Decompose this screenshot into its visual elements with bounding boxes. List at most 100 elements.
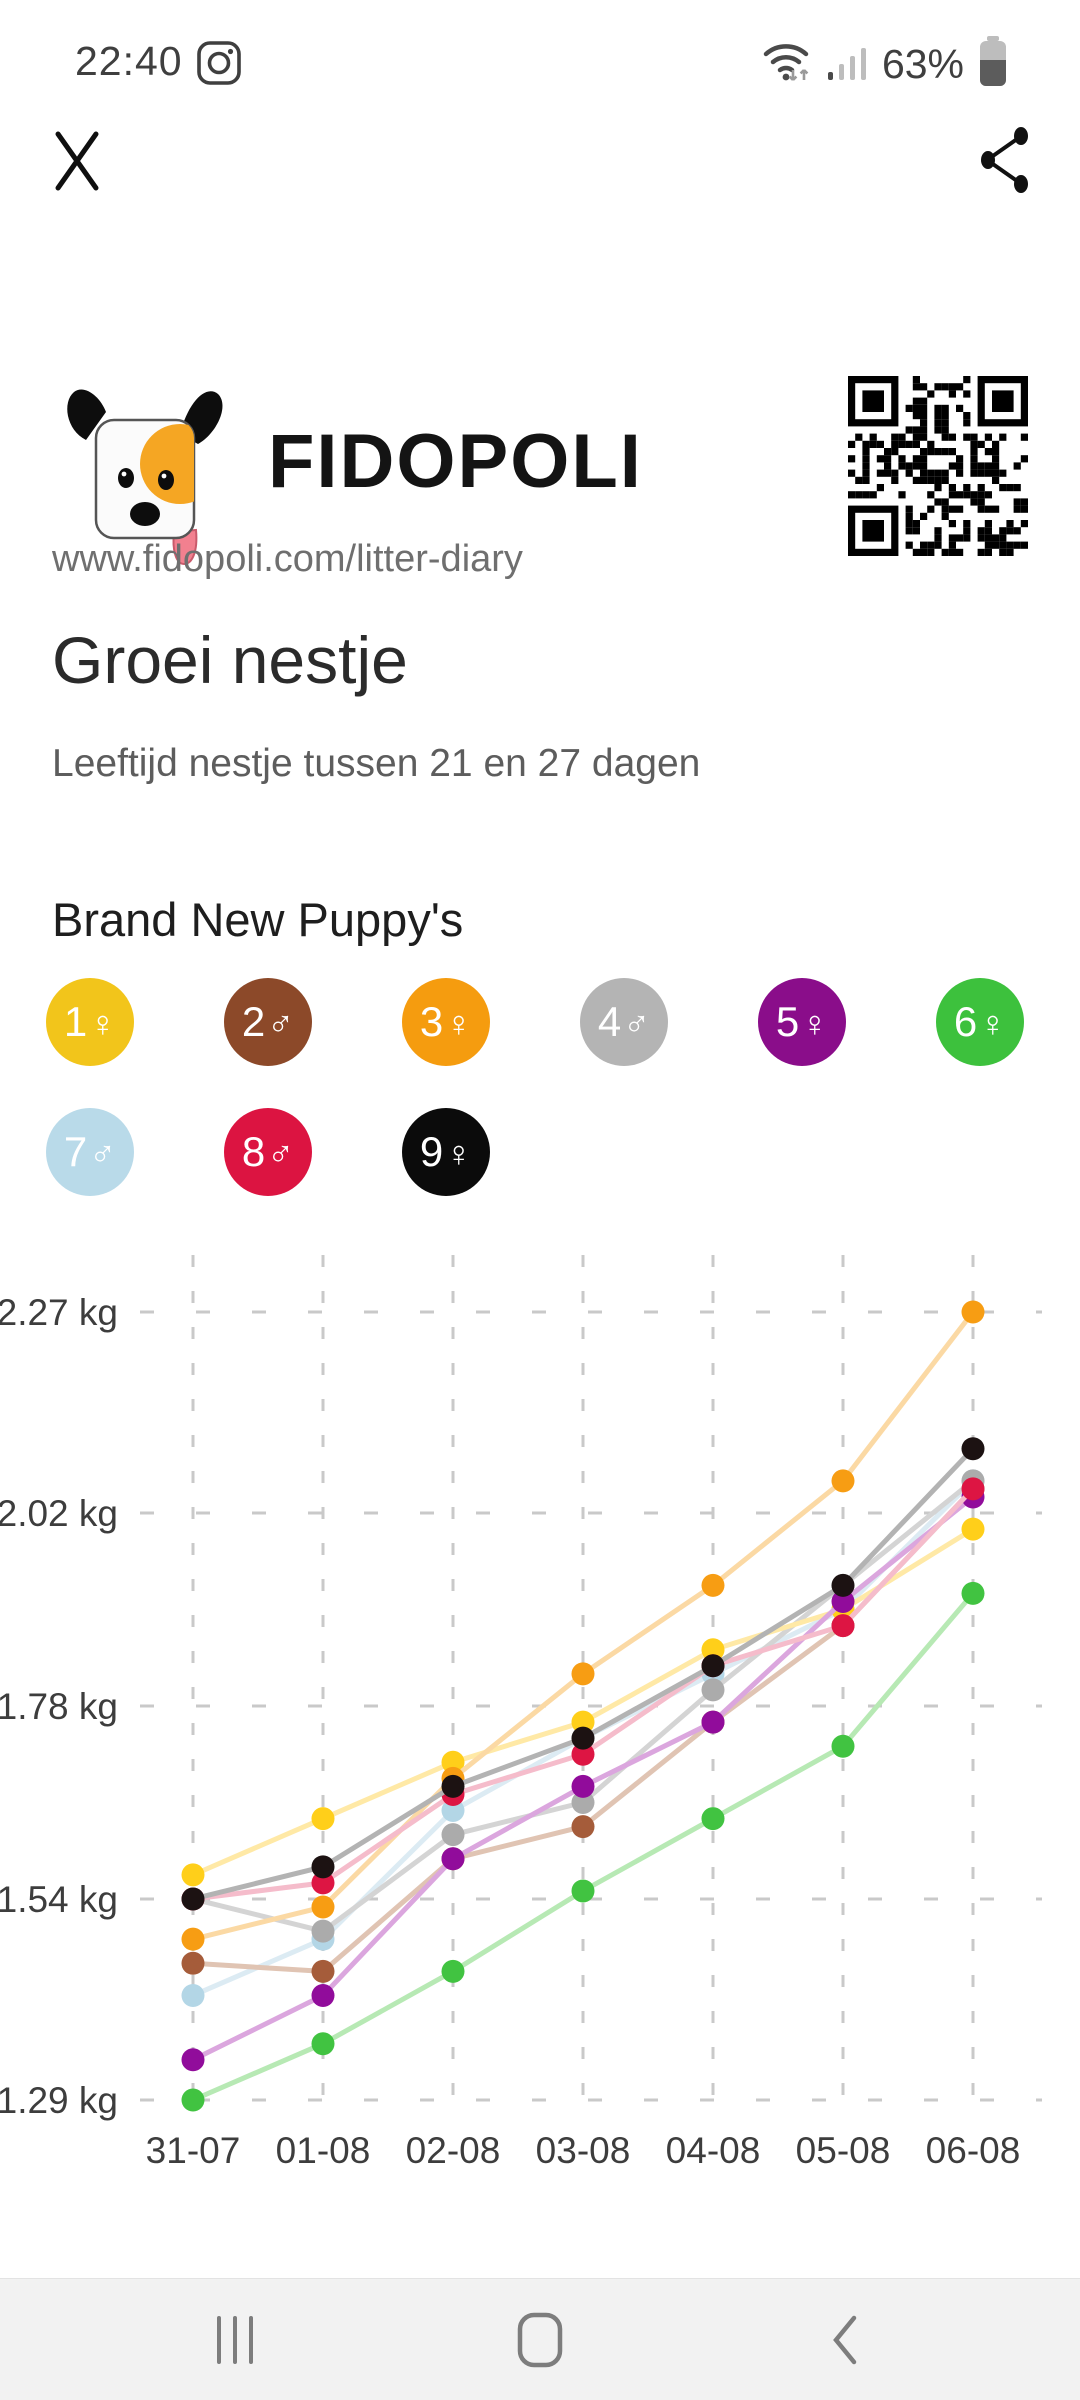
clock: 22:40 [75,38,183,84]
data-point [441,1823,465,1847]
svg-text:06-08: 06-08 [926,2130,1021,2171]
home-icon [517,2312,563,2368]
svg-text:1.54 kg: 1.54 kg [0,1879,118,1920]
data-point [441,1959,465,1983]
close-button[interactable] [46,126,112,192]
data-point [571,1879,595,1903]
data-point [961,1581,985,1605]
puppy-badge-1[interactable]: 1♀ [46,978,134,1066]
page-title: Groei nestje [52,623,408,697]
svg-text:02-08: 02-08 [406,2130,501,2171]
page-subtitle: Leeftijd nestje tussen 21 en 27 dagen [52,742,701,785]
data-point [831,1614,855,1638]
status-bar: 22:40 63% [0,0,1080,100]
puppy-badge-7[interactable]: 7♂ [46,1108,134,1196]
share-button[interactable] [976,124,1036,194]
puppy-badge-4[interactable]: 4♂ [580,978,668,1066]
data-point [831,1734,855,1758]
wifi-icon [762,38,814,91]
sex-symbol: ♀ [979,1003,1007,1044]
svg-text:2.27 kg: 2.27 kg [0,1292,118,1333]
data-point [311,1919,335,1943]
data-point [961,1517,985,1541]
data-point [831,1589,855,1613]
data-point [571,1726,595,1750]
data-point [181,1951,205,1975]
data-point [311,1959,335,1983]
puppy-badge-row-1: 1♀ 2♂ 3♀ 4♂ 5♀ 6♀ [46,978,1024,1066]
data-point [441,1799,465,1823]
svg-text:05-08: 05-08 [796,2130,891,2171]
data-point [571,1662,595,1686]
series-9 [181,1437,985,1911]
qr-code [848,376,1028,556]
puppy-badge-2[interactable]: 2♂ [224,978,312,1066]
data-point [311,1807,335,1831]
sex-symbol: ♀ [445,1133,473,1174]
data-point [571,1815,595,1839]
data-point [181,1887,205,1911]
series-3 [181,1300,985,1951]
data-point [701,1807,725,1831]
growth-chart-svg: 2.27 kg 2.02 kg 1.78 kg 1.54 kg 1.29 kg 31-07… [0,1255,1042,2171]
svg-text:2.02 kg: 2.02 kg [0,1493,118,1534]
puppy-badge-label: 5♀ [775,998,829,1045]
puppy-badge-label: 9♀ [419,1128,473,1175]
data-point [701,1710,725,1734]
svg-text:04-08: 04-08 [666,2130,761,2171]
data-point [701,1654,725,1678]
svg-text:1.78 kg: 1.78 kg [0,1686,118,1727]
puppy-badge-9[interactable]: 9♀ [402,1108,490,1196]
sex-symbol: ♂ [89,1133,117,1174]
sex-symbol: ♀ [801,1003,829,1044]
litter-heading: Brand New Puppy's [52,893,464,946]
x-axis-labels: 31-07 01-08 02-08 03-08 04-08 05-08 06-08 [146,2130,1021,2171]
sex-symbol: ♂ [267,1133,295,1174]
battery-percent: 63% [881,41,964,87]
data-point [961,1300,985,1324]
svg-text:01-08: 01-08 [276,2130,371,2171]
data-point [441,1774,465,1798]
data-point [311,1855,335,1879]
data-point [961,1477,985,1501]
svg-text:03-08: 03-08 [536,2130,631,2171]
puppy-badge-3[interactable]: 3♀ [402,978,490,1066]
home-button[interactable] [450,2279,630,2400]
back-button[interactable] [755,2279,935,2400]
data-point [701,1573,725,1597]
instagram-icon [196,40,242,91]
data-point [831,1573,855,1597]
svg-text:1.29 kg: 1.29 kg [0,2080,118,2121]
data-point [571,1774,595,1798]
data-point [311,1895,335,1919]
y-axis-labels: 2.27 kg 2.02 kg 1.78 kg 1.54 kg 1.29 kg [0,1292,118,2121]
puppy-badge-label: 6♀ [953,998,1007,1045]
data-point [701,1678,725,1702]
data-point [311,1871,335,1895]
puppy-badge-5[interactable]: 5♀ [758,978,846,1066]
puppy-badge-label: 1♀ [63,998,117,1045]
data-point [441,1847,465,1871]
svg-text:31-07: 31-07 [146,2130,241,2171]
sex-symbol: ♀ [89,1003,117,1044]
navigation-bar [0,2278,1080,2400]
puppy-badge-label: 4♂ [597,998,651,1045]
data-point [311,2032,335,2056]
sex-symbol: ♂ [623,1003,651,1044]
puppy-badge-label: 7♂ [63,1128,117,1175]
puppy-badge-label: 2♂ [241,998,295,1045]
data-point [181,1983,205,2007]
data-point [831,1469,855,1493]
data-point [181,1927,205,1951]
brand-url: www.fidopoli.com/litter-diary [52,538,523,580]
battery-icon [978,36,1008,93]
recents-button[interactable] [145,2279,325,2400]
sex-symbol: ♂ [267,1003,295,1044]
data-point [571,1710,595,1734]
puppy-badge-8[interactable]: 8♂ [224,1108,312,1196]
data-point [181,1863,205,1887]
puppy-badge-row-2: 7♂ 8♂ 9♀ [46,1108,490,1196]
share-icon [981,127,1028,193]
puppy-badge-6[interactable]: 6♀ [936,978,1024,1066]
